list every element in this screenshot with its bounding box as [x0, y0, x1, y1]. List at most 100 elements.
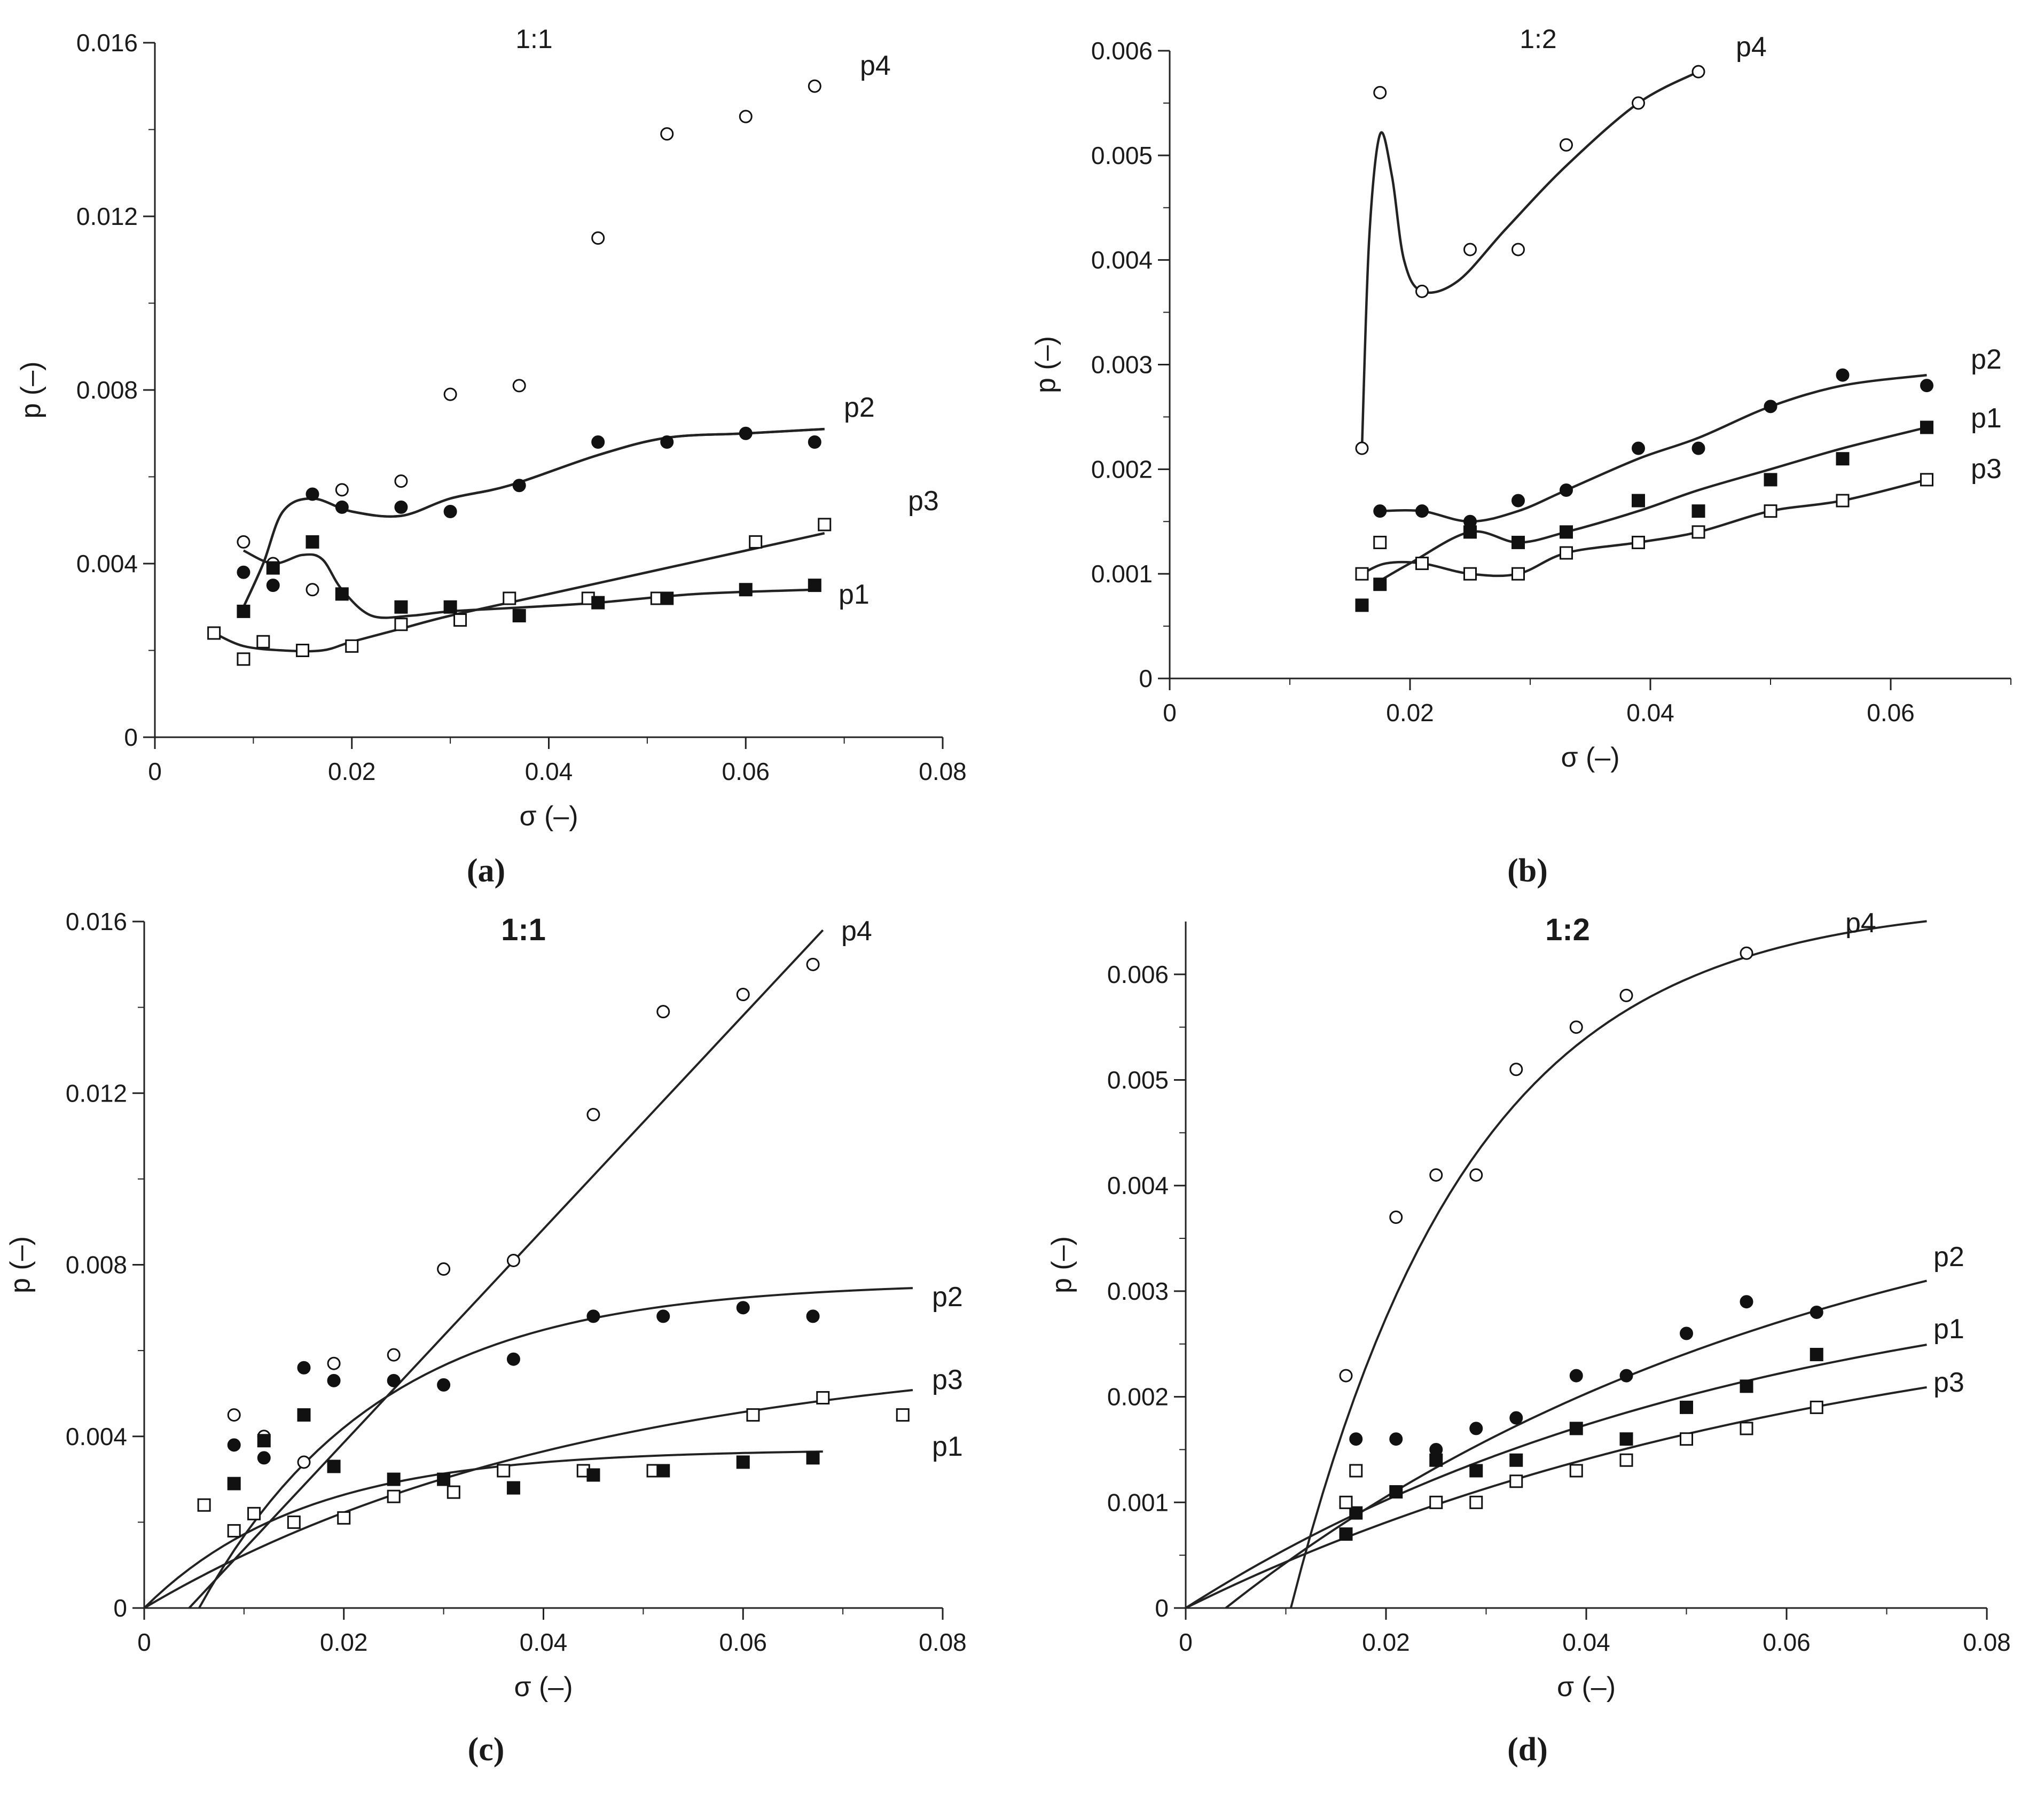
data-point-p4	[1632, 96, 1645, 110]
panel-caption: (b)	[1507, 853, 1548, 889]
data-point-p1	[586, 1468, 600, 1482]
data-point-p2	[586, 1309, 600, 1323]
data-point-p3	[1619, 1453, 1633, 1467]
data-point-p3	[1632, 535, 1645, 549]
data-point-p4	[306, 583, 319, 597]
data-point-p4	[1691, 65, 1705, 79]
panel-caption: (a)	[467, 853, 505, 889]
data-point-p1	[660, 591, 674, 605]
fit-curve-p2	[198, 1287, 913, 1609]
data-point-p4	[237, 535, 250, 549]
chart-title: 1:2	[1545, 912, 1590, 947]
x-tick-label: 0.02	[1386, 699, 1434, 727]
data-point-p1	[1339, 1527, 1353, 1541]
data-point-p2	[437, 1378, 451, 1392]
data-point-p4	[1740, 946, 1753, 960]
data-point-p2	[808, 435, 821, 449]
data-point-p4	[1463, 243, 1477, 256]
data-point-p4	[506, 1253, 520, 1267]
y-tick-label: 0.003	[1107, 1277, 1169, 1305]
data-point-p3	[1349, 1464, 1363, 1478]
x-tick-label: 0.02	[320, 1628, 368, 1656]
data-point-p2	[1632, 441, 1645, 455]
data-point-p3	[287, 1515, 301, 1529]
series-label-p1: p1	[932, 1431, 963, 1462]
data-point-p1	[1680, 1400, 1693, 1414]
series-label-p2: p2	[1933, 1242, 1964, 1273]
data-point-p1	[227, 1477, 241, 1490]
data-point-p3	[227, 1524, 241, 1537]
data-point-p1	[808, 579, 821, 592]
data-point-p3	[1469, 1495, 1483, 1509]
data-point-p2	[394, 500, 408, 514]
y-tick-label: 0.008	[76, 376, 138, 404]
data-point-p2	[506, 1352, 520, 1366]
data-point-p1	[327, 1459, 341, 1473]
fit-curve-p1	[1185, 1344, 1927, 1609]
y-tick-label: 0.003	[1091, 351, 1153, 379]
data-point-p4	[1429, 1168, 1443, 1182]
data-point-p4	[591, 231, 605, 245]
data-point-p1	[1569, 1422, 1583, 1435]
x-axis-label: σ (–)	[519, 801, 578, 832]
fit-curve-p3	[1185, 1386, 1927, 1609]
fit-curve-p4	[1360, 71, 1700, 449]
data-point-p1	[656, 1464, 670, 1478]
data-point-p3	[394, 618, 408, 631]
data-point-p1	[1836, 452, 1850, 466]
data-point-p4	[1569, 1020, 1583, 1034]
fit-curve-p2	[242, 427, 825, 608]
series-label-p4: p4	[1736, 32, 1767, 63]
data-point-p1	[806, 1451, 820, 1465]
data-point-p3	[256, 635, 270, 649]
data-point-p3	[1355, 567, 1369, 581]
series-label-p1: p1	[1933, 1314, 1964, 1345]
data-point-p2	[1512, 494, 1525, 508]
y-tick-label: 0.002	[1107, 1383, 1169, 1411]
data-point-p3	[1691, 525, 1705, 539]
data-point-p4	[1373, 85, 1387, 99]
series-label-p3: p3	[1933, 1367, 1964, 1398]
data-point-p1	[1619, 1432, 1633, 1446]
data-point-p3	[387, 1489, 401, 1503]
data-point-p2	[1764, 400, 1777, 413]
data-point-p1	[443, 600, 457, 614]
data-point-p2	[227, 1438, 241, 1452]
y-tick-label: 0.016	[76, 29, 138, 57]
data-point-p1	[1463, 525, 1477, 539]
y-axis-label: p (–)	[1030, 336, 1061, 393]
data-point-p4	[437, 1262, 451, 1276]
data-point-p1	[266, 561, 280, 575]
data-point-p3	[1509, 1474, 1523, 1488]
x-tick-label: 0.08	[919, 758, 967, 785]
data-point-p4	[808, 79, 821, 93]
y-tick-label: 0.005	[1091, 142, 1153, 169]
data-point-p3	[207, 626, 221, 640]
data-point-p4	[327, 1356, 341, 1370]
x-axis-label: σ (–)	[1557, 1672, 1616, 1703]
data-point-p4	[1512, 243, 1525, 256]
data-point-p1	[1349, 1506, 1363, 1520]
data-point-p1	[1509, 1453, 1523, 1467]
data-point-p2	[591, 435, 605, 449]
y-tick-label: 0.006	[1107, 961, 1169, 988]
data-point-p4	[335, 483, 349, 497]
x-tick-label: 0.06	[722, 758, 770, 785]
series-label-p4: p4	[860, 50, 891, 81]
data-point-p2	[1810, 1305, 1823, 1319]
y-axis-label: p (–)	[5, 1236, 36, 1293]
data-point-p4	[443, 387, 457, 401]
data-point-p4	[1509, 1063, 1523, 1076]
x-tick-label: 0	[137, 1628, 151, 1656]
y-tick-label: 0.004	[1107, 1172, 1169, 1199]
data-point-p2	[660, 435, 674, 449]
data-point-p4	[1389, 1211, 1403, 1224]
data-point-p4	[387, 1348, 401, 1362]
data-point-p2	[1920, 379, 1933, 393]
x-tick-label: 0	[148, 758, 162, 785]
y-tick-label: 0.008	[66, 1251, 127, 1279]
x-tick-label: 0.06	[719, 1628, 767, 1656]
y-tick-label: 0	[124, 723, 138, 751]
chart-title: 1:2	[1520, 24, 1557, 54]
